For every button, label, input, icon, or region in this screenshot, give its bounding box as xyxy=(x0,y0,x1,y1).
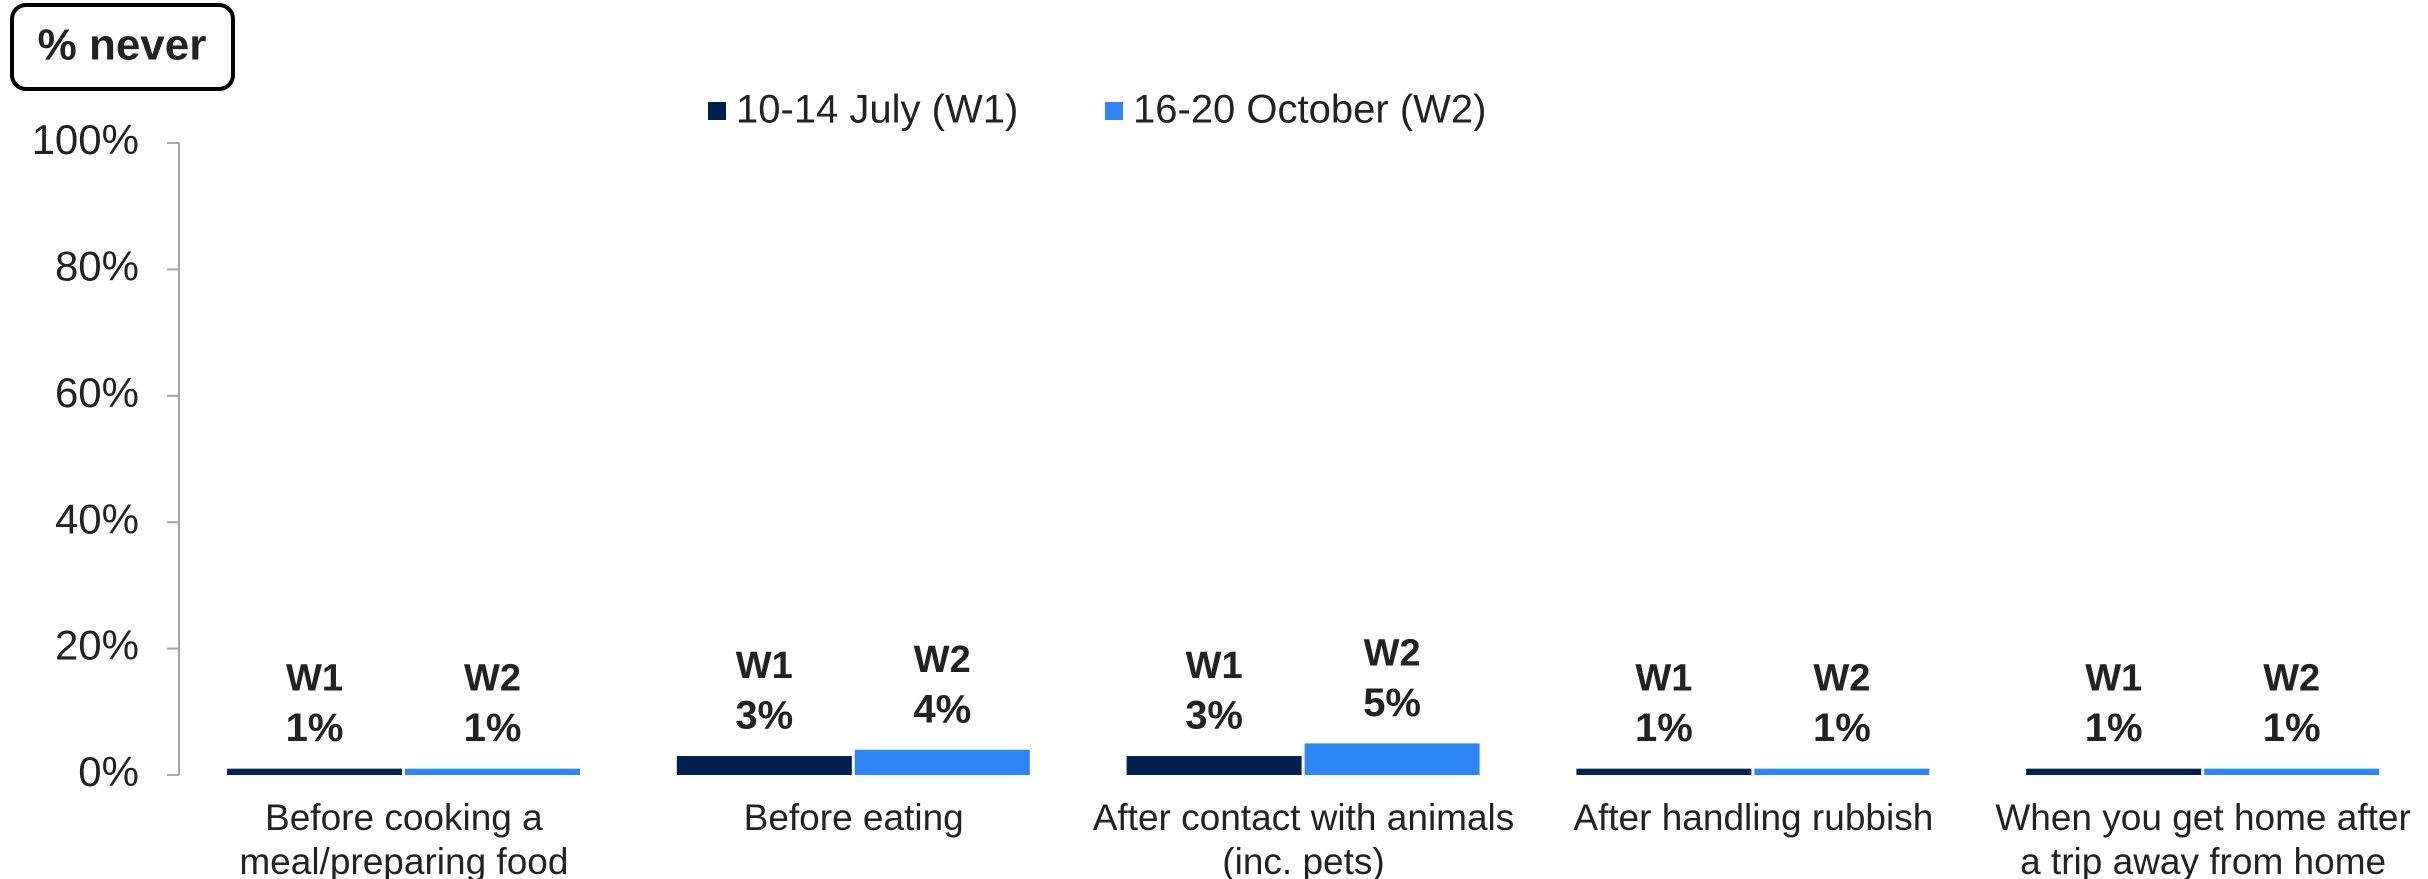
data-label: 1% xyxy=(1635,706,1693,750)
data-label: 5% xyxy=(1363,681,1421,725)
x-tick-label: Before cooking a xyxy=(265,797,543,838)
data-label: 3% xyxy=(735,694,793,738)
legend-label: 10-14 July (W1) xyxy=(736,88,1018,132)
x-tick-label: After handling rubbish xyxy=(1573,797,1933,838)
bar xyxy=(854,749,1030,775)
y-tick-label: 80% xyxy=(55,242,139,289)
data-label: 1% xyxy=(2263,706,2321,750)
bar xyxy=(2026,768,2202,775)
y-tick-label: 0% xyxy=(78,748,139,795)
data-label: 1% xyxy=(1813,706,1871,750)
series-tag: W2 xyxy=(914,639,971,681)
data-label: 1% xyxy=(464,706,522,750)
series-tag: W2 xyxy=(1813,658,1870,700)
y-tick-label: 20% xyxy=(55,622,139,669)
bar xyxy=(1754,768,1930,775)
y-tick-label: 60% xyxy=(55,369,139,416)
x-tick-label: Before eating xyxy=(744,797,964,838)
series-tag: W2 xyxy=(1364,632,1421,674)
y-tick-label: 40% xyxy=(55,495,139,542)
bar xyxy=(1576,768,1752,775)
series-tag: W1 xyxy=(736,645,793,687)
data-label: 4% xyxy=(913,687,971,731)
data-label: 1% xyxy=(2085,706,2143,750)
series-tag: W1 xyxy=(2085,658,2142,700)
series-tag: W2 xyxy=(2263,658,2320,700)
legend-swatch xyxy=(1105,102,1123,120)
bar xyxy=(405,768,580,775)
legend-swatch xyxy=(708,102,726,120)
y-tick-label: 100% xyxy=(32,116,139,163)
legend-label: 16-20 October (W2) xyxy=(1133,88,1486,132)
bar xyxy=(1126,756,1302,775)
title-box xyxy=(10,3,235,91)
bar xyxy=(2204,768,2380,775)
bar xyxy=(227,768,402,775)
series-tag: W1 xyxy=(1186,645,1243,687)
chart-title: % never xyxy=(38,21,207,70)
series-tag: W2 xyxy=(464,658,521,700)
bar xyxy=(676,756,852,775)
x-tick-label: (inc. pets) xyxy=(1222,841,1384,879)
x-tick-label: a trip away from home xyxy=(2020,841,2386,879)
x-tick-label: When you get home after xyxy=(1995,797,2410,838)
data-label: 1% xyxy=(286,706,344,750)
x-tick-label: After contact with animals xyxy=(1093,797,1515,838)
data-label: 3% xyxy=(1185,694,1243,738)
series-tag: W1 xyxy=(1635,658,1692,700)
series-tag: W1 xyxy=(286,658,343,700)
x-tick-label: meal/preparing food xyxy=(239,841,568,879)
bar xyxy=(1304,743,1480,775)
